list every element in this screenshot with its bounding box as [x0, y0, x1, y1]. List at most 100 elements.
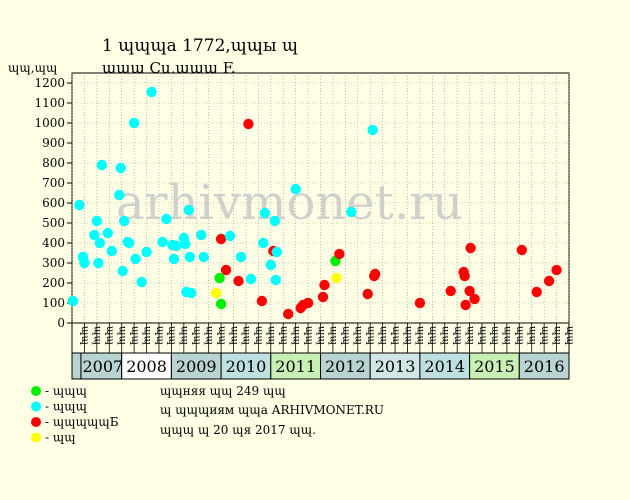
data-point-red: [302, 297, 314, 309]
info-text: ɰɰняя ɰɰ 249 ɰɰ ɰ ɰɰɰиям ɰɰa ARHIVMONET.…: [160, 384, 384, 437]
y-tick-label: 0: [57, 316, 65, 330]
data-point-cyan: [141, 246, 152, 258]
data-point-cyan: [290, 183, 301, 195]
year-cell-2007: [80, 352, 123, 380]
y-tick-label: 1200: [34, 76, 65, 90]
data-point-red: [256, 295, 268, 307]
data-point-yellow: [210, 287, 222, 299]
data-point-red: [543, 275, 555, 287]
data-point-cyan: [128, 117, 140, 129]
data-point-yellow: [331, 272, 342, 284]
y-tick-label: 600: [42, 196, 65, 210]
year-label-2010: 2010: [226, 357, 267, 376]
data-point-cyan: [224, 230, 236, 242]
legend-swatch: [31, 401, 41, 412]
data-point-red: [362, 288, 373, 300]
data-point-cyan: [117, 265, 128, 277]
year-band-start: [71, 352, 82, 380]
watermark: arhivmonet.ru: [116, 175, 463, 231]
data-point-cyan: [106, 245, 117, 257]
data-point-cyan: [183, 204, 194, 216]
data-point-cyan: [196, 229, 207, 241]
year-label-2007: 2007: [82, 357, 123, 376]
data-point-red: [334, 248, 345, 260]
year-cell-2015: [469, 352, 520, 380]
data-point-cyan: [258, 237, 269, 249]
data-point-cyan: [171, 240, 182, 252]
data-point-cyan: [269, 215, 280, 227]
data-point-cyan: [367, 124, 378, 136]
chart-title-line1: 1 ɰɰɰa 1772,ɰɰы ɰ: [102, 36, 298, 56]
data-point-cyan: [118, 215, 130, 227]
data-point-cyan: [93, 257, 104, 269]
plot-area: [71, 72, 570, 324]
year-cell-2008: [121, 352, 172, 380]
data-point-cyan: [123, 237, 135, 249]
year-cell-2009: [170, 352, 222, 380]
data-point-cyan: [157, 236, 168, 248]
year-label-2016: 2016: [524, 357, 565, 376]
data-point-cyan: [79, 257, 90, 269]
legend-swatch: [31, 386, 41, 396]
year-label-2014: 2014: [424, 357, 465, 376]
data-point-red: [282, 308, 294, 320]
data-point-red: [531, 286, 542, 298]
year-cell-2010: [220, 352, 272, 380]
data-point-cyan: [89, 229, 100, 241]
data-point-cyan: [168, 253, 180, 265]
legend-swatch: [31, 432, 41, 443]
data-point-red: [551, 264, 562, 276]
data-point-cyan: [115, 162, 126, 174]
data-point-red: [469, 293, 480, 305]
year-label-2012: 2012: [325, 357, 366, 376]
data-point-cyan: [96, 159, 108, 171]
data-point-red: [445, 285, 456, 297]
data-point-cyan: [91, 215, 103, 227]
data-point-cyan: [235, 251, 247, 263]
data-points: [67, 86, 562, 320]
data-point-red: [319, 279, 330, 291]
legend-swatch: [31, 417, 41, 427]
legend-label: - ɰɰɰɰɰБ: [45, 415, 119, 429]
data-point-cyan: [67, 295, 79, 307]
data-point-red: [233, 275, 244, 287]
data-point-cyan: [94, 237, 106, 249]
data-point-cyan: [146, 86, 157, 98]
year-cell-2016: [518, 352, 570, 380]
year-label-2008: 2008: [126, 357, 167, 376]
legend: - ɰɰɰ- ɰɰɰ- ɰɰɰɰɰБ- ɰɰ: [31, 384, 119, 445]
data-point-cyan: [186, 287, 197, 299]
data-point-red: [369, 268, 381, 280]
legend-label: - ɰɰɰ: [45, 400, 87, 414]
data-point-cyan: [130, 253, 141, 265]
y-tick-label: 200: [42, 276, 65, 290]
y-axis-ticks: 0 100 200 300 400 500 600 700 800 900 1000 1100 1200: [34, 76, 72, 330]
y-tick-label: 800: [42, 156, 65, 170]
y-tick-label: 300: [42, 256, 65, 270]
data-point-cyan: [161, 213, 172, 225]
y-tick-label: 700: [42, 176, 65, 190]
data-point-cyan: [114, 189, 125, 201]
data-point-red: [459, 270, 470, 282]
data-point-cyan: [265, 259, 276, 271]
data-point-cyan: [259, 207, 271, 219]
info-line-0: ɰɰняя ɰɰ 249 ɰɰ: [160, 384, 286, 398]
data-point-cyan: [180, 238, 191, 250]
y-tick-label: 500: [42, 216, 65, 230]
info-line-2: ɰɰɰ ɰ 20 ɰя 2017 ɰɰ.: [160, 423, 316, 437]
data-point-cyan: [184, 251, 195, 263]
y-axis-label: ɰɰ,ɰɰ: [8, 61, 57, 75]
data-point-red: [220, 264, 232, 276]
x-axis-sub-labels: ɰɰɰɰɰɰɰɰɰɰɰɰɰɰɰɰɰɰɰɰɰɰɰɰɰɰɰɰɰɰɰɰɰɰɰɰɰɰɰɰ…: [71, 322, 575, 354]
data-point-cyan: [270, 274, 281, 286]
legend-label: - ɰɰ: [45, 431, 76, 445]
legend-label: - ɰɰɰ: [45, 384, 87, 398]
data-point-red: [317, 291, 329, 303]
data-point-red: [465, 242, 476, 254]
y-tick-label: 1100: [34, 96, 65, 110]
data-point-cyan: [198, 251, 209, 263]
data-point-red: [243, 118, 254, 130]
data-point-red: [460, 299, 471, 311]
data-point-cyan: [245, 273, 257, 285]
